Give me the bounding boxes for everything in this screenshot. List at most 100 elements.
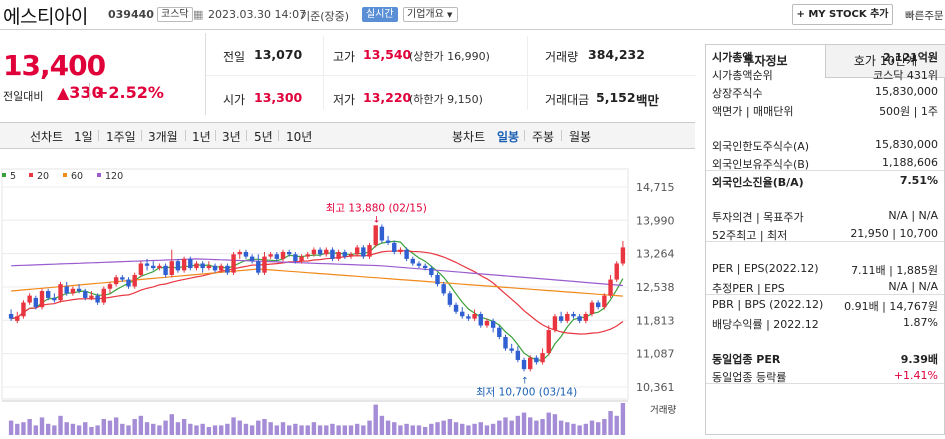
candle-body — [534, 357, 539, 363]
candle-body — [472, 314, 477, 319]
stock-code: 039440 — [108, 8, 154, 21]
change-label: 전일대비 — [3, 90, 44, 103]
candle-body — [64, 286, 69, 294]
info-row: 외국인소진율(B/A) 7.51% — [712, 172, 944, 191]
volume-bar — [583, 423, 589, 435]
tab-3year[interactable]: 3년 — [222, 130, 241, 144]
info-label: 동일업종 등락률 — [712, 371, 787, 384]
chart-svg: 14,715 13,990 13,264 12,538 11,813 11,087 10,3… — [1, 168, 676, 435]
volume-bar — [175, 422, 181, 435]
stock-chart[interactable]: 14,715 13,990 13,264 12,538 11,813 11,087 10,3… — [0, 149, 695, 435]
candle-body — [163, 265, 168, 275]
volume-bar — [225, 423, 230, 435]
change-value: ▲330 — [57, 83, 103, 102]
candle-body — [21, 302, 26, 317]
volume-bar — [132, 419, 137, 435]
realtime-button[interactable]: 실시간 — [362, 7, 398, 22]
add-mystock-button[interactable]: + MY STOCK 추가 — [792, 4, 893, 25]
tab-hoga-10[interactable]: 호가 10단계 — [826, 45, 945, 78]
tab-monthly[interactable]: 월봉 — [569, 130, 592, 144]
tab-1week[interactable]: 1주일 — [106, 130, 136, 144]
tab-daily[interactable]: 일봉 — [497, 130, 520, 144]
y-tick-label: 11,813 — [636, 314, 675, 327]
candle-body — [583, 314, 589, 321]
high-annotation: 최고 13,880 (02/15) — [326, 202, 427, 214]
volume-bar — [503, 417, 508, 435]
company-info-dropdown[interactable]: 기업개요 ▼ — [403, 7, 458, 22]
candle-body — [8, 314, 14, 319]
candle-body — [608, 279, 613, 296]
candle-body — [546, 330, 551, 354]
candle-body — [33, 297, 39, 308]
tab-investment-info[interactable]: 투자정보 — [706, 45, 826, 78]
volume-bar — [490, 423, 496, 435]
volume-bar — [21, 422, 26, 435]
volume-bar — [305, 425, 310, 435]
volume-bar — [565, 422, 570, 435]
volume-bar — [107, 420, 113, 435]
tab-line-chart[interactable]: 선차트 — [30, 130, 64, 144]
basis-text: 기준(장중) — [300, 10, 350, 23]
info-value: N/A | N/A — [888, 209, 938, 222]
candle-body — [45, 291, 51, 298]
volume-bar — [620, 403, 626, 435]
tab-weekly[interactable]: 주봉 — [532, 130, 555, 144]
open-value: 13,300 — [254, 90, 303, 105]
tab-1year[interactable]: 1년 — [192, 130, 211, 144]
info-label: 52주최고 | 최저 — [712, 229, 788, 242]
divider — [246, 130, 247, 141]
volume-bar — [95, 425, 100, 435]
volume-bar — [70, 423, 76, 435]
candle-body — [422, 265, 428, 269]
volume-bar — [206, 427, 212, 435]
volume-bar — [422, 427, 428, 435]
datetime: 2023.03.30 14:07 — [208, 8, 307, 21]
volume-bar — [466, 425, 471, 435]
arrow-down-icon: ↓ — [373, 215, 381, 225]
volume-bar — [367, 420, 372, 435]
info-value: 0.91배 | 14,767원 — [844, 300, 938, 313]
candle-body — [466, 316, 471, 319]
volume-bar — [126, 425, 131, 435]
volume-bar — [101, 419, 106, 435]
volume-bar — [231, 417, 236, 435]
info-value: N/A | N/A — [888, 280, 938, 293]
tab-10year[interactable]: 10년 — [286, 130, 313, 144]
tab-candle-chart[interactable]: 봉차트 — [452, 130, 486, 144]
info-row: 동일업종 PER 9.39배 — [712, 349, 944, 368]
volume-bar — [460, 423, 465, 435]
volume-bar — [33, 425, 39, 435]
candle-body — [243, 251, 249, 257]
candle-body — [441, 284, 446, 294]
volume-bar — [595, 422, 601, 435]
info-value: 2,121억원 — [882, 51, 938, 64]
volume-bar — [404, 423, 409, 435]
quick-order-button[interactable]: 빠른주문 — [905, 10, 944, 22]
volume-label: 거래량 — [545, 50, 579, 64]
amount-value: 5,152 — [596, 90, 636, 105]
y-tick-label: 11,087 — [636, 348, 675, 361]
volume-bar — [286, 425, 292, 435]
tab-1day[interactable]: 1일 — [74, 130, 93, 144]
volume-bar — [268, 422, 273, 435]
volume-bar — [280, 422, 286, 435]
volume-bar — [194, 425, 199, 435]
candle-body — [101, 288, 106, 303]
lower-limit: (하한가 9,150) — [409, 93, 483, 106]
candle-body — [620, 247, 626, 264]
volume-bar — [113, 417, 119, 435]
price-box: 13,400 전일대비 ▲330 +2.52% — [0, 37, 205, 115]
candle-body — [484, 320, 490, 326]
info-row: PER | EPS(2022.12) 7.11배 | 1,885원 — [712, 260, 944, 279]
market-badge: 코스닥 — [157, 7, 193, 22]
tab-5year[interactable]: 5년 — [254, 130, 273, 144]
volume-bar — [447, 419, 453, 435]
candle-body — [435, 274, 440, 285]
legend-swatch — [97, 173, 101, 177]
candle-body — [83, 291, 88, 298]
candle-body — [256, 261, 261, 273]
candle-body — [410, 258, 415, 264]
candle-body — [175, 261, 181, 271]
tab-3month[interactable]: 3개월 — [148, 130, 178, 144]
volume-bar — [379, 415, 385, 435]
